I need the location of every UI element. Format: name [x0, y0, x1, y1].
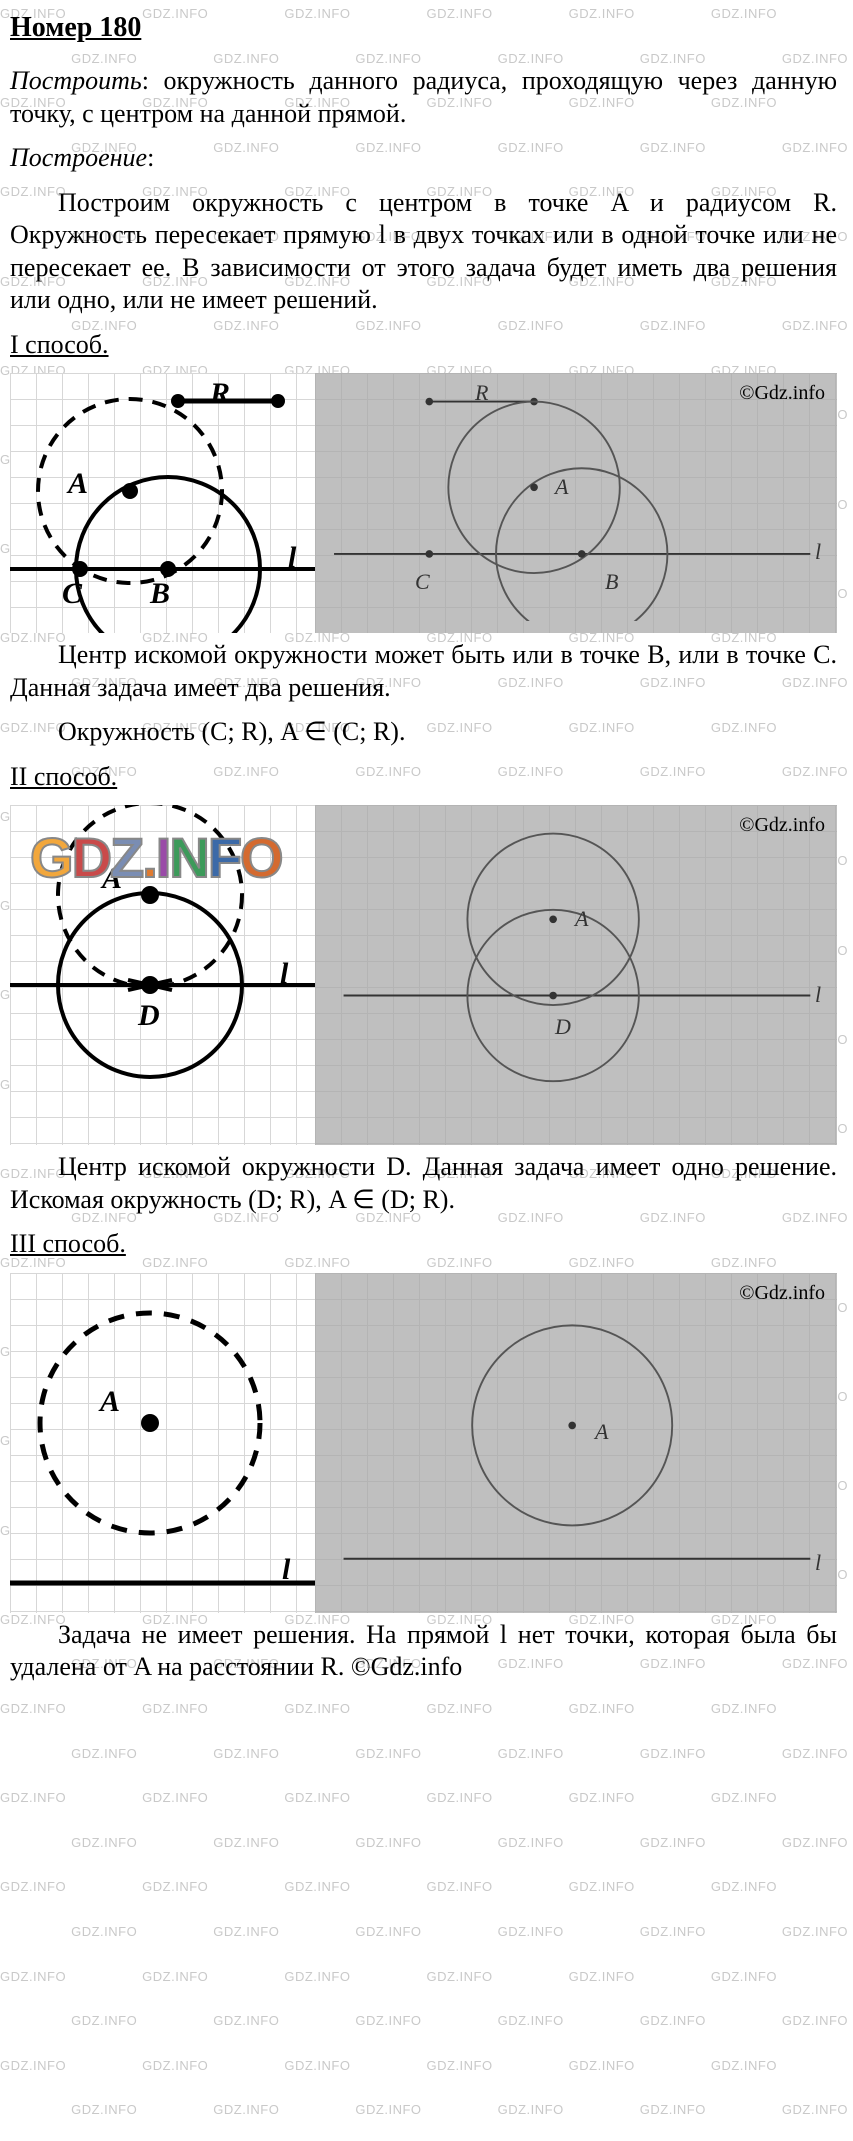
- task-paragraph: Построить: окружность данного радиуса, п…: [10, 65, 837, 130]
- label-l-r: l: [815, 538, 821, 566]
- label-D-r: D: [555, 1013, 571, 1041]
- figure1-row: R A B C l ©Gdz.info R A B C: [10, 373, 837, 633]
- label-l2: l: [280, 955, 288, 993]
- figure1-right: ©Gdz.info R A B C l: [315, 373, 837, 633]
- figure2-row: GDZ.INFO A D l ©Gdz.info: [10, 805, 837, 1145]
- label-l: l: [288, 539, 296, 577]
- after-fig1-line1: Центр искомой окружности может быть или …: [10, 639, 837, 704]
- label-l3-r: l: [815, 1549, 821, 1577]
- figure2-right: ©Gdz.info A D l: [315, 805, 837, 1145]
- problem-title: Номер 180: [10, 10, 837, 45]
- figure2-right-svg: [315, 805, 837, 1129]
- method2-label: II способ.: [10, 761, 837, 794]
- figure3-right: ©Gdz.info A l: [315, 1273, 837, 1613]
- gdz-logo: GDZ.INFO: [30, 823, 282, 893]
- copyright-badge: ©Gdz.info: [739, 1281, 825, 1306]
- label-A3-r: A: [595, 1418, 608, 1446]
- figure1-right-svg: [315, 373, 837, 621]
- after-fig3: Задача не имеет решения. На прямой l нет…: [10, 1619, 837, 1684]
- label-B-r: B: [605, 568, 618, 596]
- label-A3: A: [100, 1383, 120, 1421]
- after-fig1-line2: Окружность (C; R), A ∈ (C; R).: [10, 716, 837, 749]
- label-C: C: [62, 575, 82, 613]
- label-l3: l: [282, 1551, 290, 1589]
- after-fig2: Центр искомой окружности D. Данная задач…: [10, 1151, 837, 1216]
- label-D: D: [138, 997, 160, 1035]
- figure3-left-svg: [10, 1273, 315, 1613]
- construction-text: Построим окружность с центром в точке A …: [10, 187, 837, 317]
- label-A: A: [68, 465, 88, 503]
- document-content: Номер 180 Построить: окружность данного …: [0, 0, 853, 1706]
- figure2-left: GDZ.INFO A D l: [10, 805, 315, 1145]
- figure3-right-svg: [315, 1273, 837, 1597]
- construction-label: Построение: [10, 143, 147, 172]
- construction-label-line: Построение:: [10, 142, 837, 175]
- figure3-row: A l ©Gdz.info A l: [10, 1273, 837, 1613]
- label-l2-r: l: [815, 981, 821, 1009]
- task-label: Построить: [10, 66, 142, 95]
- method3-label: III способ.: [10, 1228, 837, 1261]
- method1-label: I способ.: [10, 329, 837, 362]
- label-A-r: A: [555, 473, 568, 501]
- figure1-left: R A B C l: [10, 373, 315, 633]
- label-B: B: [150, 575, 170, 613]
- label-C-r: C: [415, 568, 430, 596]
- label-R: R: [210, 375, 230, 413]
- label-A2-r: A: [575, 905, 588, 933]
- label-R-r: R: [475, 379, 488, 407]
- figure3-left: A l: [10, 1273, 315, 1613]
- copyright-badge: ©Gdz.info: [739, 381, 825, 406]
- copyright-badge: ©Gdz.info: [739, 813, 825, 838]
